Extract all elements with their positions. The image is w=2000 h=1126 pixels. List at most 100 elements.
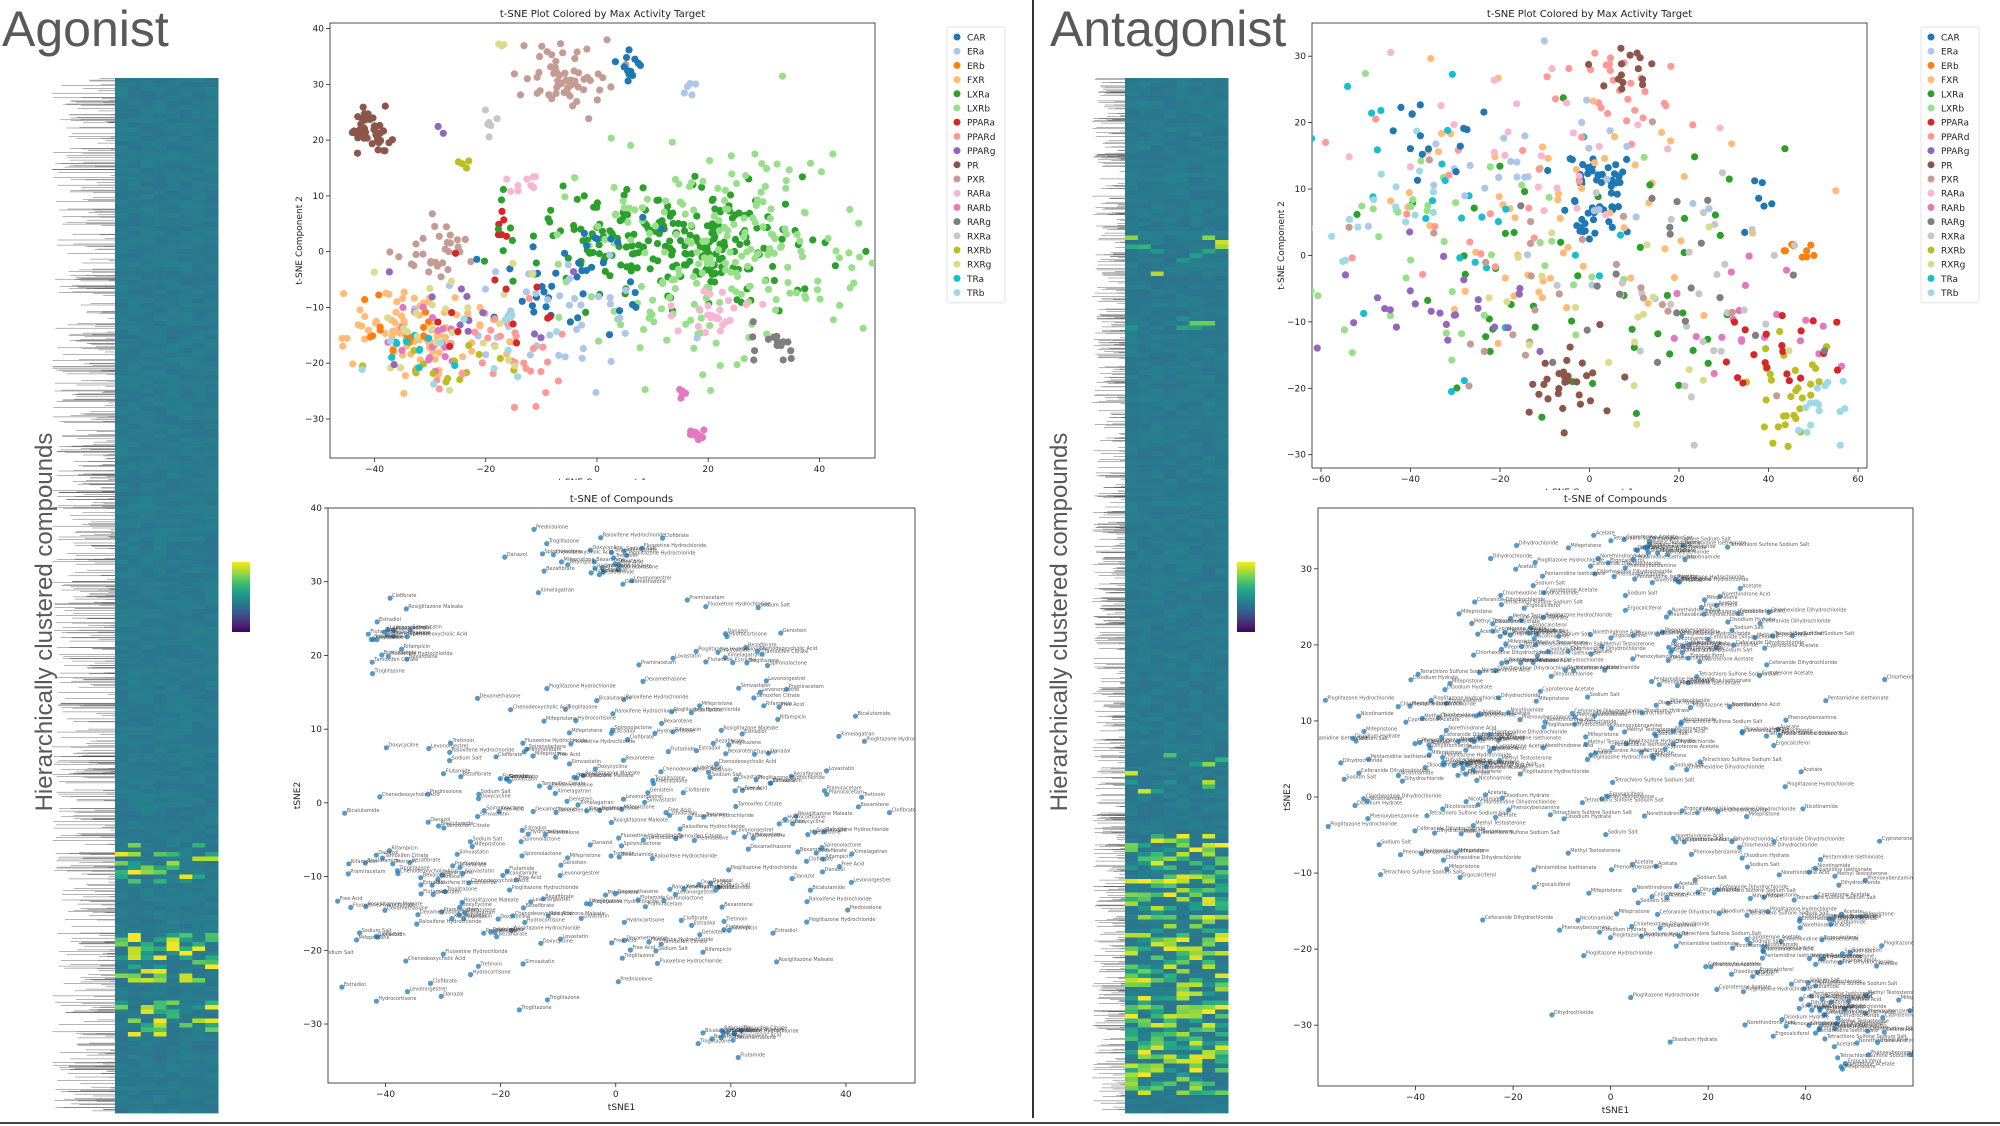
heatmap-cell xyxy=(115,1108,129,1114)
heatmap-cell xyxy=(205,546,219,551)
heatmap-cell xyxy=(166,96,180,101)
compound-label: Spironolactone xyxy=(523,837,560,843)
compound-point xyxy=(357,930,363,936)
compound-label: Pramiracetam xyxy=(647,902,682,908)
heatmap-cell xyxy=(205,1014,219,1019)
heatmap-cell xyxy=(127,123,142,128)
heatmap-cell xyxy=(115,829,129,835)
heatmap-cell xyxy=(127,1086,142,1091)
compound-label: Prednisolone xyxy=(430,789,462,795)
heatmap-cell xyxy=(127,397,142,403)
compound-point xyxy=(670,655,676,661)
heatmap-cell xyxy=(153,811,167,817)
heatmap-cell xyxy=(153,82,167,88)
heatmap-cell xyxy=(166,757,180,763)
point-RARb xyxy=(686,430,695,439)
heatmap-cell xyxy=(140,1032,155,1037)
heatmap-cell xyxy=(153,226,167,232)
heatmap-cell xyxy=(205,384,219,389)
heatmap-cell xyxy=(153,1045,167,1051)
heatmap-cell xyxy=(166,267,180,272)
heatmap-cell xyxy=(205,879,219,884)
heatmap-cell xyxy=(205,343,219,349)
compound-point xyxy=(587,901,593,907)
heatmap-cell xyxy=(166,1086,180,1091)
compound-point xyxy=(531,526,537,532)
point-RARg xyxy=(749,333,757,341)
heatmap-cell xyxy=(153,285,167,290)
heatmap-cell xyxy=(127,784,142,790)
point-RXRg xyxy=(428,301,436,309)
heatmap-cell xyxy=(115,267,129,272)
heatmap-cell xyxy=(127,924,142,929)
heatmap-cell xyxy=(115,298,129,304)
compound-label: Troglitazone xyxy=(730,740,761,746)
heatmap-cell xyxy=(192,564,206,569)
heatmap-cell xyxy=(140,352,155,358)
heatmap-cell xyxy=(166,568,180,574)
compound-point xyxy=(476,791,482,797)
compound-label: Mifepristone xyxy=(608,890,639,896)
heatmap-cell xyxy=(205,816,219,821)
heatmap-cell xyxy=(153,910,167,916)
heatmap-cell xyxy=(205,415,219,421)
heatmap-cell xyxy=(153,307,167,313)
heatmap-cell xyxy=(192,222,206,227)
heatmap-cell xyxy=(205,892,219,898)
heatmap-cell xyxy=(153,352,167,358)
heatmap-cell xyxy=(205,811,219,817)
heatmap-cell xyxy=(166,964,180,970)
heatmap-cell xyxy=(127,1045,142,1051)
heatmap-cell xyxy=(192,762,206,767)
heatmap-cell xyxy=(127,964,142,970)
heatmap-cell xyxy=(192,177,206,182)
heatmap-cell xyxy=(153,1077,167,1082)
heatmap-cell xyxy=(115,150,129,155)
heatmap-cell xyxy=(115,789,129,794)
heatmap-cell xyxy=(205,510,219,515)
heatmap-cell xyxy=(179,195,193,200)
heatmap-cell xyxy=(127,811,142,817)
point-LXRb xyxy=(715,227,723,235)
heatmap-cell xyxy=(153,555,167,560)
heatmap-cell xyxy=(153,861,167,866)
heatmap-cell xyxy=(115,303,129,308)
point-PPARd xyxy=(525,294,533,302)
heatmap-cell xyxy=(192,834,206,839)
heatmap-cell xyxy=(115,411,129,416)
heatmap-cell xyxy=(153,127,167,133)
heatmap-cell xyxy=(140,510,155,515)
heatmap-cell xyxy=(115,586,129,592)
heatmap-cell xyxy=(205,460,219,466)
compound-label: Danazol xyxy=(770,748,790,754)
compound-point xyxy=(688,710,694,716)
point-RARa xyxy=(667,302,675,310)
compound-point xyxy=(696,882,702,888)
heatmap-cell xyxy=(179,456,193,461)
compound-label: Danazol xyxy=(430,817,450,823)
heatmap-cell xyxy=(166,208,180,214)
compound-label: Bicalutamide xyxy=(367,858,400,864)
heatmap-cell xyxy=(127,186,142,191)
compound-label: Bicalutamide xyxy=(621,852,654,858)
heatmap-cell xyxy=(140,892,155,898)
heatmap-cell xyxy=(115,870,129,875)
point-ERa xyxy=(556,292,564,300)
heatmap-cell xyxy=(192,208,206,214)
point-LXRb xyxy=(846,205,854,214)
heatmap-cell xyxy=(166,609,180,614)
point-PXR xyxy=(574,83,582,91)
point-FXR xyxy=(391,318,399,326)
heatmap-cell xyxy=(179,636,193,641)
point-LXRa xyxy=(606,272,614,280)
heatmap-cell xyxy=(166,771,180,776)
point-LXRa xyxy=(644,237,652,245)
compound-point xyxy=(373,852,379,858)
compound-label: Prednisolone xyxy=(547,830,579,836)
point-LXRa xyxy=(628,242,636,250)
heatmap-cell xyxy=(127,285,142,290)
point-RXRb xyxy=(454,158,462,166)
point-TRb xyxy=(430,380,438,388)
point-CAR xyxy=(605,331,614,339)
point-CAR xyxy=(631,289,639,297)
